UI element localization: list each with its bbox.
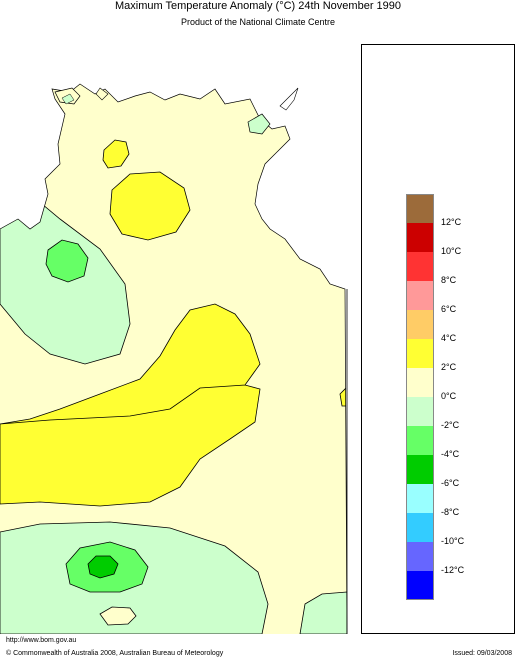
map-subtitle: Product of the National Climate Centre bbox=[180, 17, 336, 27]
anomaly-region-0-to-2-south bbox=[99, 606, 137, 626]
legend-tick-label: 8°C bbox=[441, 275, 457, 285]
legend-tick-label: -2°C bbox=[441, 420, 460, 430]
legend-swatch bbox=[406, 310, 434, 339]
anomaly-region-neg4-west bbox=[45, 239, 89, 283]
legend-tick-label: 4°C bbox=[441, 333, 457, 343]
panel-divider bbox=[361, 44, 362, 634]
footer-url[interactable]: http://www.bom.gov.au bbox=[6, 637, 77, 644]
legend-tick-label: -4°C bbox=[441, 449, 460, 459]
anomaly-region-neg2-southeast bbox=[299, 591, 347, 634]
anomaly-region-2-to-4-central bbox=[0, 303, 261, 507]
legend-swatch bbox=[406, 397, 434, 426]
legend-tick-label: -12°C bbox=[441, 565, 465, 575]
legend-tick-label: 10°C bbox=[441, 246, 462, 256]
footer-issued: Issued: 09/03/2008 bbox=[452, 650, 512, 657]
legend-swatch bbox=[406, 252, 434, 281]
anomaly-region-2-to-4-northeast bbox=[109, 171, 191, 241]
legend-tick-label: -6°C bbox=[441, 478, 460, 488]
anomaly-region-neg6-south bbox=[87, 555, 119, 579]
anomaly-map bbox=[0, 44, 361, 634]
legend-tick-label: -10°C bbox=[441, 536, 465, 546]
legend-tick-label: 2°C bbox=[441, 362, 457, 372]
legend-tick-label: 12°C bbox=[441, 217, 462, 227]
legend-tick-label: -8°C bbox=[441, 507, 460, 517]
legend-swatch bbox=[406, 426, 434, 455]
anomaly-region-2-to-4-north bbox=[102, 139, 130, 169]
island-north bbox=[95, 87, 109, 101]
legend-swatch bbox=[406, 194, 434, 223]
footer-copyright: © Commonwealth of Australia 2008, Austra… bbox=[6, 650, 224, 657]
island-northeast bbox=[247, 113, 271, 135]
legend-tick-label: 0°C bbox=[441, 391, 457, 401]
island-northwest-green bbox=[61, 93, 75, 105]
legend-swatch bbox=[406, 223, 434, 252]
legend-swatch bbox=[406, 368, 434, 397]
legend-swatch bbox=[406, 542, 434, 571]
legend-swatch bbox=[406, 339, 434, 368]
legend-tick-label: 6°C bbox=[441, 304, 457, 314]
legend-swatch bbox=[406, 484, 434, 513]
legend-swatch bbox=[406, 571, 434, 600]
coastline bbox=[0, 83, 348, 634]
map-title: Maximum Temperature Anomaly (°C) 24th No… bbox=[114, 0, 402, 12]
legend-swatch bbox=[406, 281, 434, 310]
island-far-northeast bbox=[279, 87, 299, 111]
legend-swatch bbox=[406, 513, 434, 542]
legend-swatch bbox=[406, 455, 434, 484]
